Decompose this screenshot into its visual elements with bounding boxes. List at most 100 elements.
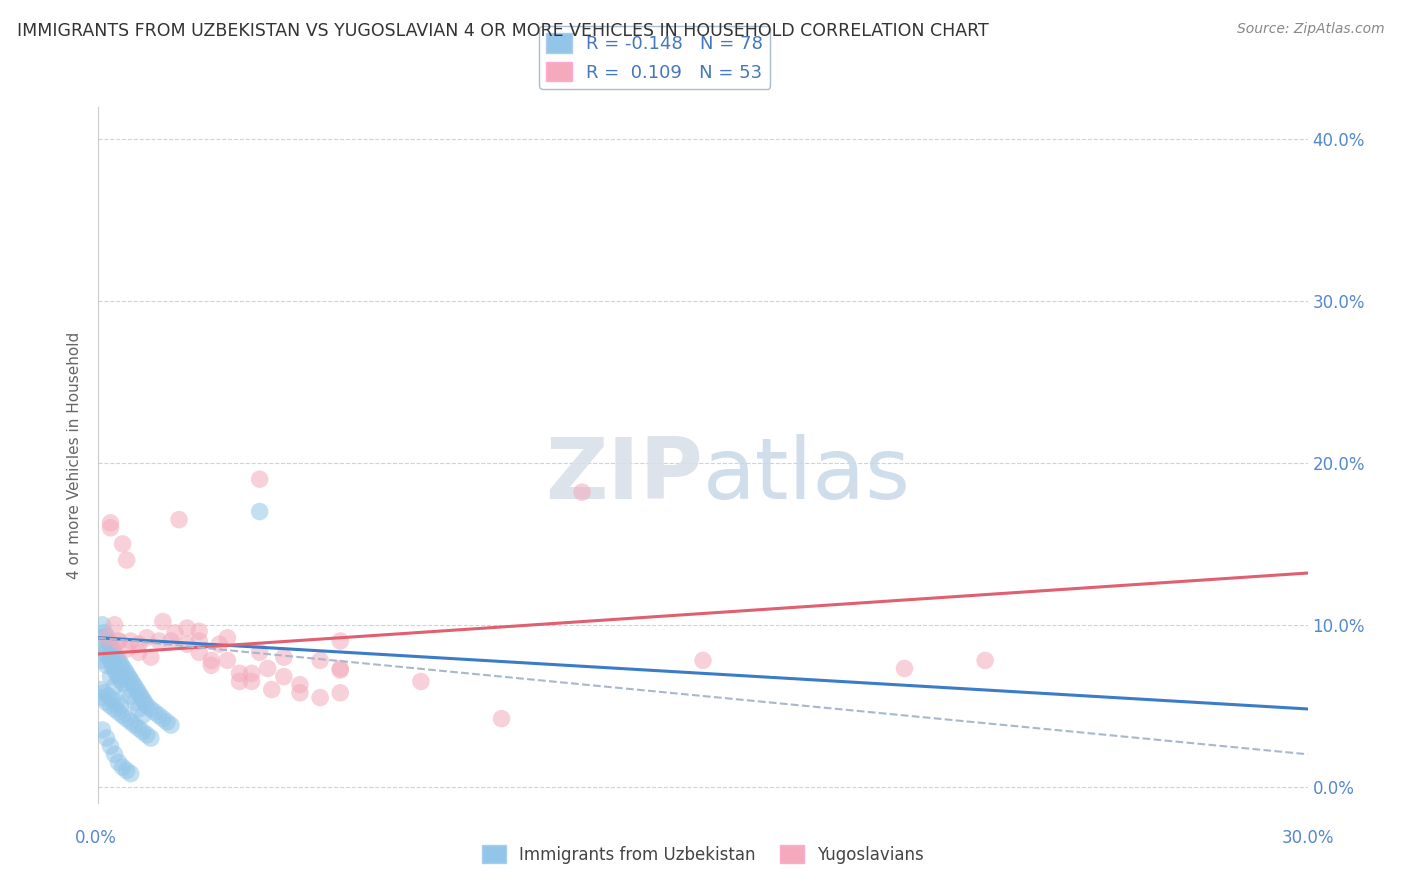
Point xyxy=(100,698,122,713)
Point xyxy=(176,637,198,651)
Point xyxy=(256,661,278,675)
Point xyxy=(107,705,129,719)
Point xyxy=(91,637,114,651)
Point xyxy=(101,658,124,673)
Point xyxy=(100,521,122,535)
Point xyxy=(152,615,174,629)
Point xyxy=(273,650,295,665)
Point xyxy=(110,698,132,713)
Point xyxy=(491,712,513,726)
Point xyxy=(135,631,157,645)
Point xyxy=(309,690,332,705)
Point xyxy=(100,670,122,684)
Legend: R = -0.148   N = 78, R =  0.109   N = 53: R = -0.148 N = 78, R = 0.109 N = 53 xyxy=(538,26,770,89)
Point xyxy=(96,629,118,643)
Point xyxy=(200,658,222,673)
Point xyxy=(115,682,138,697)
Point xyxy=(124,718,146,732)
Point xyxy=(103,702,125,716)
Point xyxy=(135,698,157,713)
Point xyxy=(100,653,122,667)
Point xyxy=(101,642,124,657)
Point xyxy=(110,657,132,671)
Point xyxy=(249,472,271,486)
Point xyxy=(571,485,593,500)
Point xyxy=(93,626,115,640)
Y-axis label: 4 or more Vehicles in Household: 4 or more Vehicles in Household xyxy=(67,331,83,579)
Point xyxy=(156,714,179,729)
Point xyxy=(97,634,120,648)
Point xyxy=(692,653,714,667)
Point xyxy=(329,661,352,675)
Point xyxy=(409,674,432,689)
Point xyxy=(148,634,170,648)
Point xyxy=(115,764,138,778)
Point xyxy=(100,739,122,754)
Point xyxy=(125,682,148,697)
Point xyxy=(105,696,128,710)
Point xyxy=(135,728,157,742)
Point xyxy=(107,634,129,648)
Point xyxy=(105,666,128,681)
Point xyxy=(152,712,174,726)
Point xyxy=(217,631,239,645)
Point xyxy=(893,661,915,675)
Point xyxy=(240,666,263,681)
Point xyxy=(128,637,150,651)
Point xyxy=(132,724,155,739)
Point xyxy=(105,650,128,665)
Point xyxy=(91,690,114,705)
Point xyxy=(101,692,124,706)
Point xyxy=(111,760,134,774)
Point xyxy=(120,689,142,703)
Point xyxy=(134,696,156,710)
Point xyxy=(139,731,162,745)
Point xyxy=(115,642,138,657)
Point xyxy=(93,647,115,661)
Point xyxy=(260,682,283,697)
Point xyxy=(115,712,138,726)
Point xyxy=(107,634,129,648)
Point xyxy=(329,663,352,677)
Point xyxy=(228,674,250,689)
Point xyxy=(107,756,129,770)
Point xyxy=(188,645,211,659)
Point xyxy=(91,723,114,737)
Point xyxy=(288,678,311,692)
Point xyxy=(115,666,138,681)
Point xyxy=(128,702,150,716)
Point xyxy=(89,682,111,697)
Point xyxy=(143,705,166,719)
Point xyxy=(139,650,162,665)
Point xyxy=(91,617,114,632)
Point xyxy=(91,653,114,667)
Point xyxy=(100,637,122,651)
Point xyxy=(139,702,162,716)
Point xyxy=(120,714,142,729)
Point xyxy=(93,686,115,700)
Point xyxy=(103,679,125,693)
Point xyxy=(100,516,122,530)
Point xyxy=(132,708,155,723)
Point xyxy=(249,645,271,659)
Point xyxy=(97,650,120,665)
Point xyxy=(115,553,138,567)
Point xyxy=(217,653,239,667)
Point xyxy=(329,686,352,700)
Point xyxy=(107,653,129,667)
Point xyxy=(118,670,141,684)
Point xyxy=(111,676,134,690)
Point xyxy=(103,663,125,677)
Point xyxy=(249,504,271,518)
Text: ZIP: ZIP xyxy=(546,434,703,517)
Point xyxy=(103,647,125,661)
Text: Source: ZipAtlas.com: Source: ZipAtlas.com xyxy=(1237,22,1385,37)
Point xyxy=(111,537,134,551)
Point xyxy=(120,766,142,780)
Point xyxy=(120,634,142,648)
Point xyxy=(208,637,231,651)
Point xyxy=(163,626,186,640)
Point xyxy=(121,676,143,690)
Point xyxy=(89,631,111,645)
Point xyxy=(124,679,146,693)
